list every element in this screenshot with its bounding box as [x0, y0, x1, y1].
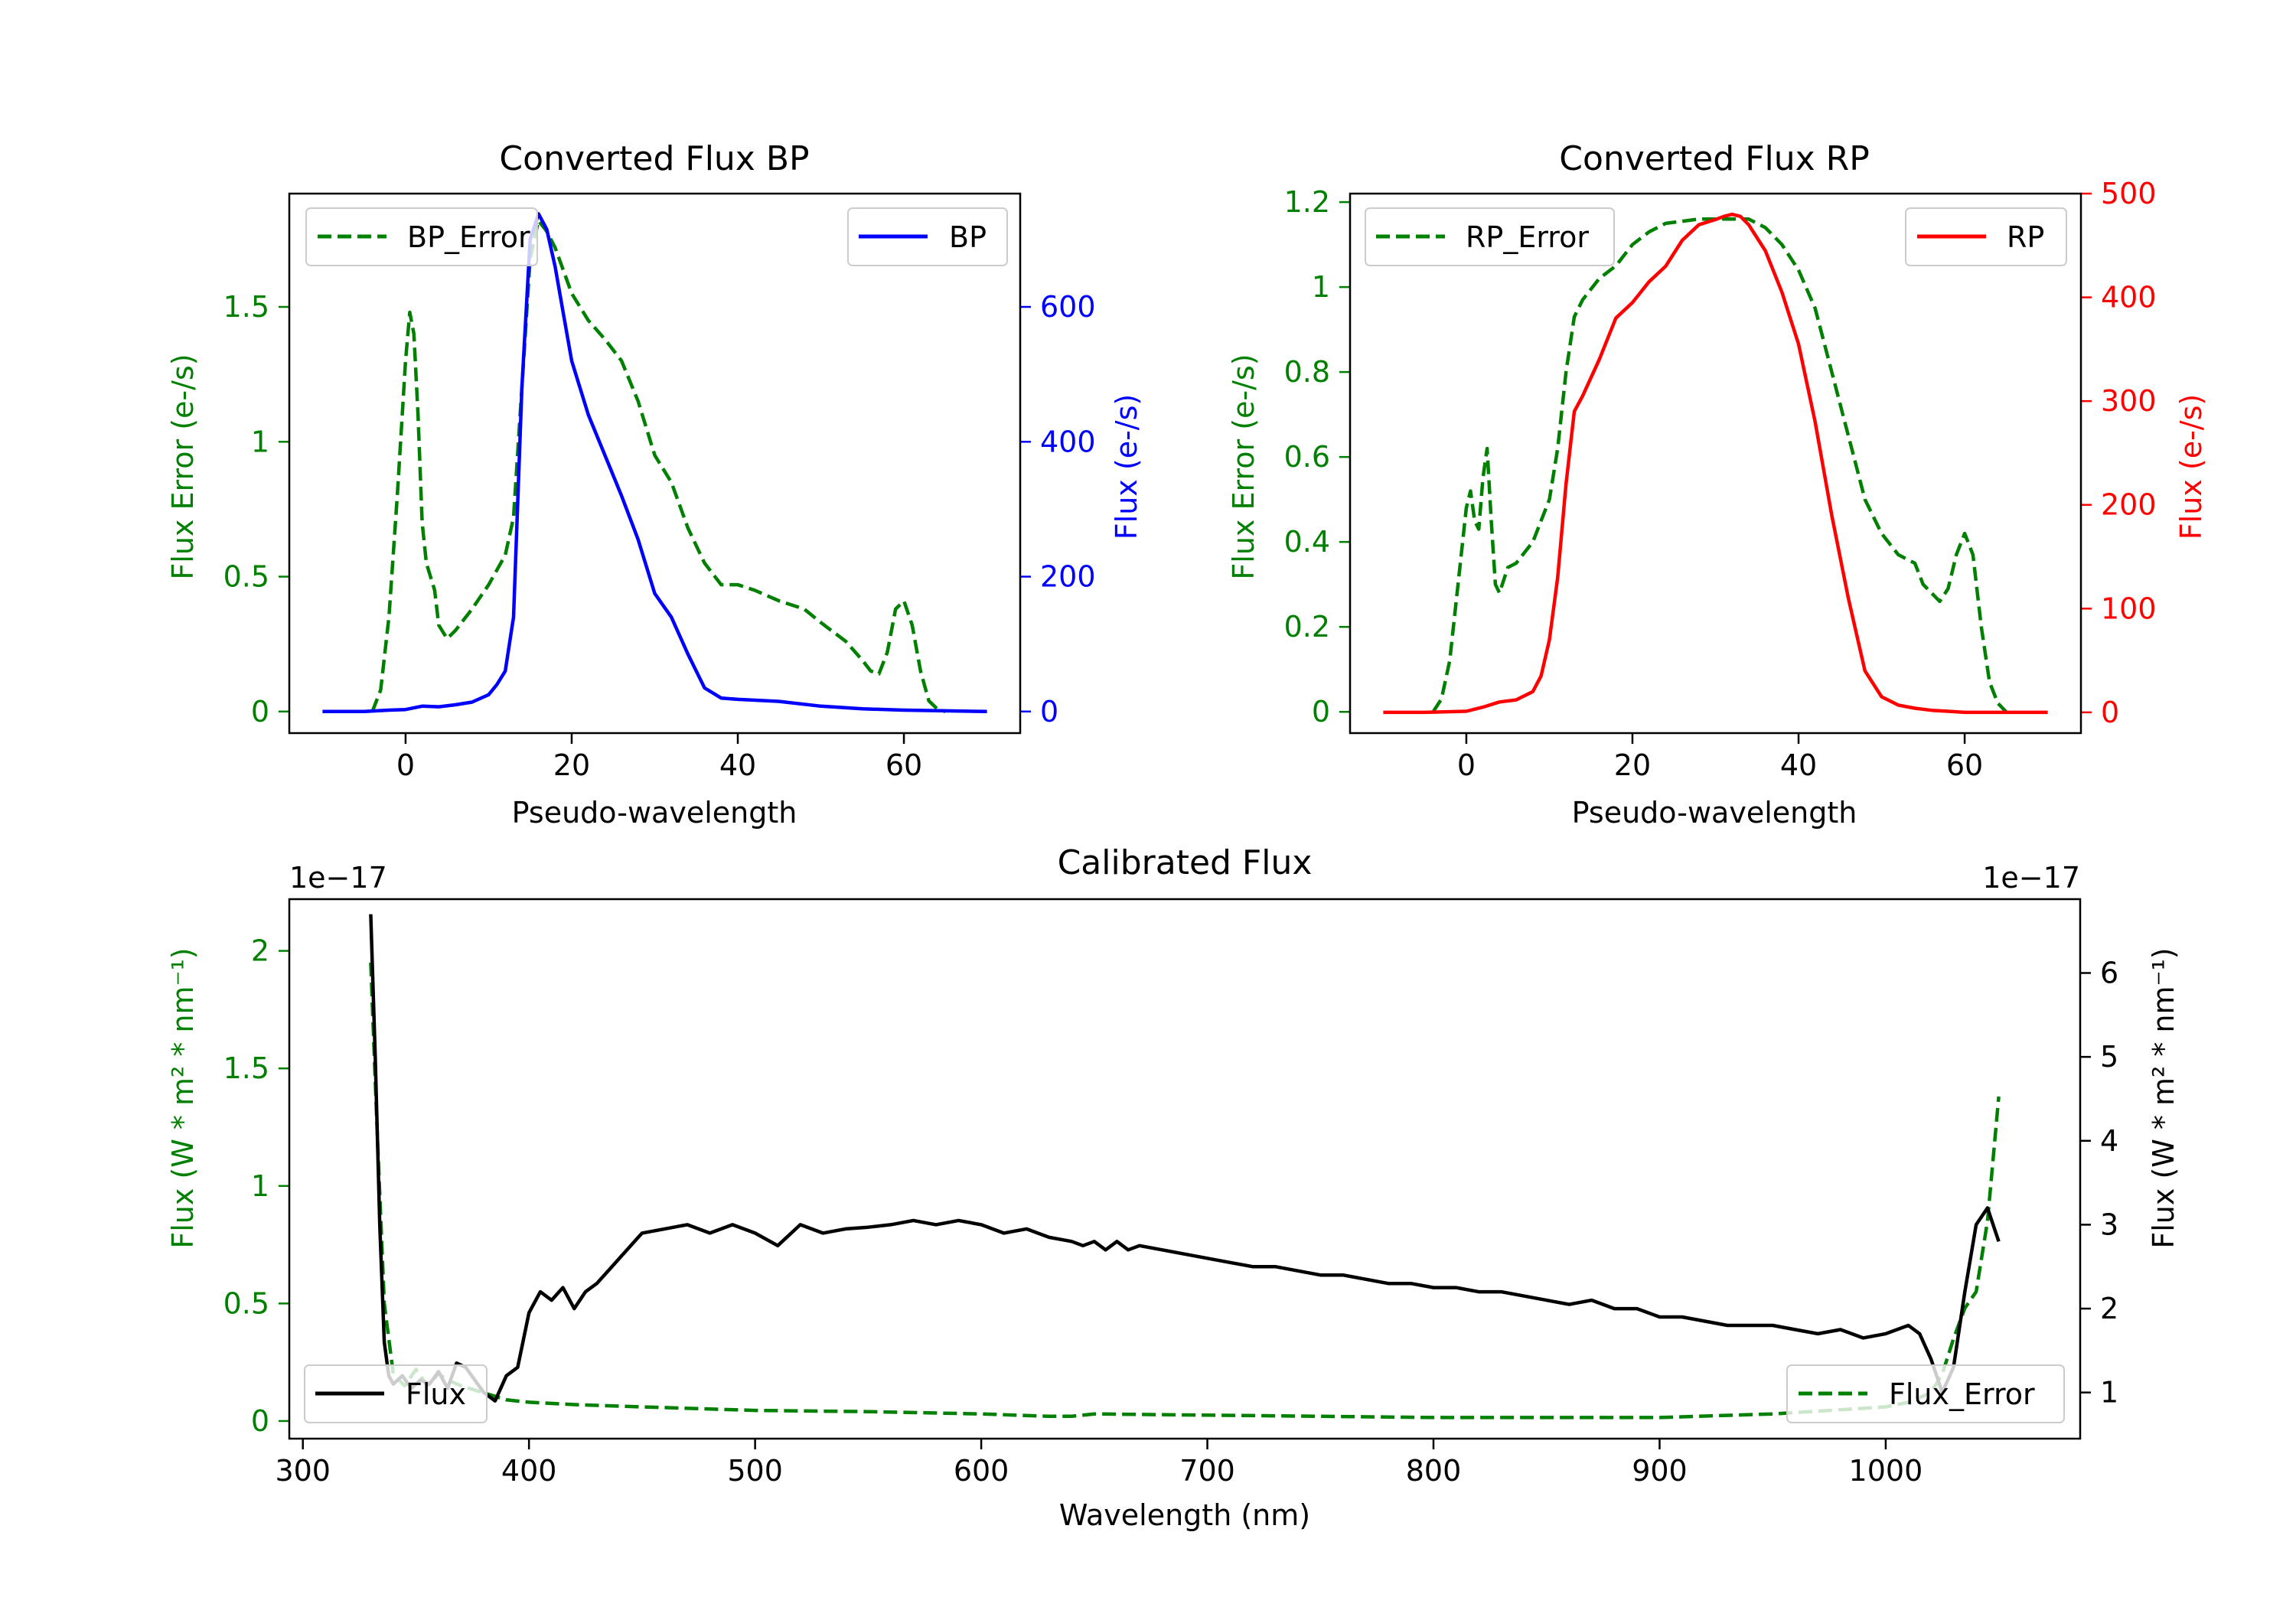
y-left-tick-label: 0.6 [1284, 440, 1330, 474]
y-right-tick-label: 200 [2101, 488, 2157, 522]
y-right-tick-label: 6 [2100, 956, 2118, 989]
y-left-tick-label: 1.2 [1284, 185, 1330, 219]
y-right-tick-label: 500 [2101, 177, 2157, 210]
rp-legend-error-box [1365, 207, 1615, 266]
rp-lines [1383, 212, 2048, 715]
y-right-tick-label: 600 [1040, 290, 1096, 324]
x-tick-label: 20 [1614, 748, 1651, 782]
calibrated-axes-frame [288, 898, 2082, 1440]
x-tick-label: 500 [727, 1454, 783, 1488]
y-right-tick-label: 300 [2101, 384, 2157, 418]
rp-legend-flux: RP [1905, 207, 2067, 266]
x-tick-label: 600 [954, 1454, 1009, 1488]
rp-title: Converted Flux RP [1559, 139, 1870, 178]
rp-legend-error-label: RP_Error [1466, 220, 1589, 254]
rp-axes-frame [1349, 192, 2082, 735]
bp-ylabel-right: Flux (e-/s) [1110, 394, 1143, 539]
x-tick-label: 40 [719, 748, 756, 782]
bp-legend-flux-label: BP [949, 220, 987, 254]
bp-axes-frame [288, 192, 1022, 735]
rp-legend-error: RP_Error [1365, 207, 1615, 266]
calibrated-legend-flux-label: Flux [406, 1377, 466, 1411]
x-tick-label: 0 [396, 748, 415, 782]
y-left-tick-label: 1 [251, 425, 269, 458]
y-right-tick-label: 2 [2100, 1292, 2118, 1325]
calibrated-ylabel-left: Flux (W * m² * nm⁻¹) [166, 947, 200, 1248]
y-left-tick-label: 1.5 [223, 1051, 269, 1085]
y-right-tick-label: 0 [2101, 696, 2119, 729]
y-right-tick-label: 4 [2100, 1124, 2118, 1158]
y-left-tick-label: 1 [251, 1169, 269, 1203]
rp-ylabel-right: Flux (e-/s) [2174, 394, 2208, 539]
y-left-tick-label: 0.5 [223, 1286, 269, 1320]
bp-legend-flux: BP [847, 207, 1008, 266]
x-tick-label: 1000 [1849, 1454, 1923, 1488]
x-tick-label: 0 [1457, 748, 1476, 782]
calibrated-title: Calibrated Flux [1058, 843, 1313, 882]
y-left-tick-label: 0.4 [1284, 525, 1330, 559]
bp-panel: Converted Flux BP Pseudo-wavelength Flux… [166, 139, 1143, 830]
y-left-tick-label: 1.5 [223, 290, 269, 324]
y-left-tick-label: 0.5 [223, 560, 269, 594]
x-tick-label: 60 [1946, 748, 1983, 782]
x-tick-label: 60 [885, 748, 922, 782]
calibrated-panel: Calibrated Flux Wavelength (nm) Flux (W … [166, 843, 2180, 1532]
x-tick-label: 900 [1632, 1454, 1688, 1488]
y-left-tick-label: 2 [251, 934, 269, 968]
bp-ylabel-left: Flux Error (e-/s) [166, 354, 200, 579]
series-line-rp-error [1431, 217, 2007, 713]
y-right-tick-label: 400 [1040, 425, 1096, 458]
calibrated-legend-flux-box [304, 1364, 488, 1423]
y-left-tick-label: 0 [1312, 695, 1330, 729]
rp-ticks: 0 20 40 60 0 0.2 0.4 0.6 0.8 1 1.2 0 100 200 300 400 500 [1284, 177, 2157, 782]
calibrated-offset-left: 1e−17 [289, 861, 387, 895]
y-left-tick-label: 0 [251, 1404, 269, 1438]
x-tick-label: 700 [1179, 1454, 1235, 1488]
rp-ylabel-left: Flux Error (e-/s) [1227, 354, 1261, 579]
x-tick-label: 20 [553, 748, 590, 782]
rp-xlabel: Pseudo-wavelength [1572, 796, 1857, 830]
rp-panel: Converted Flux RP Pseudo-wavelength Flux… [1227, 139, 2208, 830]
bp-xlabel: Pseudo-wavelength [512, 796, 797, 830]
y-left-tick-label: 0.8 [1284, 355, 1330, 389]
series-line-bp [322, 212, 987, 714]
y-right-tick-label: 1 [2100, 1376, 2118, 1410]
calibrated-xlabel: Wavelength (nm) [1059, 1498, 1310, 1532]
x-tick-label: 800 [1406, 1454, 1462, 1488]
calibrated-ylabel-right: Flux (W * m² * nm⁻¹) [2147, 947, 2180, 1248]
bp-title: Converted Flux BP [499, 139, 809, 178]
y-right-tick-label: 3 [2100, 1208, 2118, 1241]
series-line-bp-error [370, 219, 946, 713]
y-right-tick-label: 100 [2101, 592, 2157, 625]
rp-legend-flux-label: RP [2007, 220, 2044, 254]
series-line-flux [369, 914, 2001, 1403]
calibrated-legend-error: Flux_Error [1786, 1364, 2065, 1423]
calibrated-ticks: 300 400 500 600 700 800 900 1000 0 0.5 1 1.5 2 1 2 3 4 5 6 [223, 934, 2119, 1488]
y-left-tick-label: 1 [1312, 270, 1330, 304]
series-line-rp [1383, 212, 2048, 715]
y-right-tick-label: 0 [1040, 695, 1058, 729]
y-right-tick-label: 5 [2100, 1040, 2118, 1074]
y-right-tick-label: 400 [2101, 281, 2157, 315]
x-tick-label: 300 [275, 1454, 331, 1488]
bp-legend-error-box [305, 207, 538, 266]
y-left-tick-label: 0.2 [1284, 610, 1330, 644]
calibrated-legend-flux: Flux [304, 1364, 488, 1423]
calibrated-offset-right: 1e−17 [1982, 861, 2080, 895]
calibrated-legend-error-label: Flux_Error [1889, 1377, 2035, 1411]
x-tick-label: 400 [501, 1454, 557, 1488]
calibrated-legend-error-box [1786, 1364, 2065, 1423]
bp-lines [322, 212, 987, 714]
x-tick-label: 40 [1780, 748, 1817, 782]
y-left-tick-label: 0 [251, 695, 269, 729]
bp-legend-error: BP_Error [305, 207, 538, 266]
bp-legend-error-label: BP_Error [407, 220, 530, 254]
y-right-tick-label: 200 [1040, 560, 1096, 594]
